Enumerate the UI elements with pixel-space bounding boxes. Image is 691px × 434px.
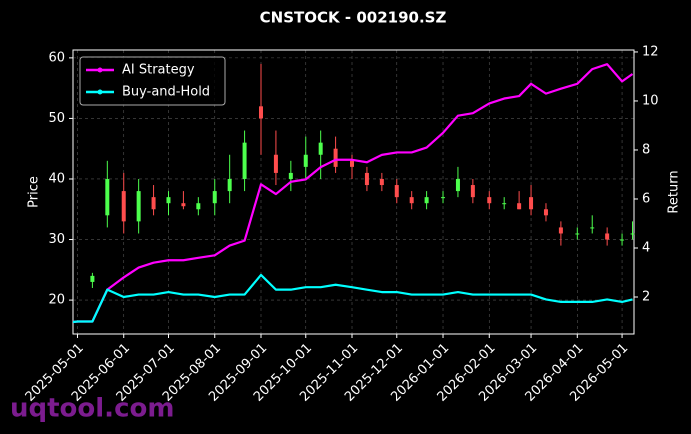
candle-body — [517, 203, 522, 210]
legend-marker — [97, 89, 103, 95]
candle-body — [136, 191, 141, 222]
candle-body — [529, 197, 534, 210]
candle-body — [90, 275, 95, 282]
candle-body — [424, 197, 429, 204]
candle-body — [379, 178, 384, 186]
legend-label: Buy-and-Hold — [122, 85, 210, 100]
candle-body — [394, 185, 399, 198]
y2-tick-label: 4 — [642, 240, 650, 255]
candle-body — [242, 142, 247, 179]
candle-body — [630, 233, 635, 235]
candle-body — [409, 197, 414, 204]
candle-body — [105, 178, 110, 216]
legend-box — [79, 56, 226, 106]
legend: AI Strategy Buy-and-Hold — [79, 56, 226, 106]
candle-body — [151, 197, 156, 210]
y2-tick-label: 12 — [642, 44, 659, 59]
watermark: uqtool.com — [10, 394, 174, 424]
candle-body — [590, 227, 595, 229]
candle-body — [288, 172, 293, 179]
candle-body — [258, 106, 263, 119]
candle-body — [364, 172, 369, 186]
chart-title: CNSTOCK - 002190.SZ — [260, 9, 447, 27]
legend-marker — [97, 67, 103, 73]
y2-tick-label: 8 — [642, 142, 650, 157]
y-tick-label: 20 — [48, 293, 65, 308]
candle-body — [543, 209, 548, 216]
return-line — [72, 63, 634, 324]
y2-tick-label: 6 — [642, 191, 650, 206]
candle-body — [605, 233, 610, 240]
y2-axis-label: Return — [667, 170, 682, 213]
candle-body — [620, 239, 625, 241]
candle-body — [558, 227, 563, 234]
candle-body — [455, 178, 460, 192]
candle-body — [227, 178, 232, 192]
candle-body — [121, 191, 126, 222]
plot-frame — [72, 49, 635, 335]
y2-tick-label: 2 — [642, 289, 650, 304]
candle-body — [212, 191, 217, 204]
return-line — [72, 273, 633, 324]
candle-body — [166, 197, 171, 204]
candle-body — [318, 142, 323, 155]
y-tick-label: 60 — [48, 50, 65, 65]
candle-body — [333, 148, 338, 167]
candle-body — [273, 154, 278, 173]
candle-body — [350, 160, 355, 167]
y2-tick-label: 10 — [642, 93, 659, 108]
candle-body — [575, 233, 580, 235]
candle-body — [181, 203, 186, 207]
y-tick-label: 30 — [48, 232, 65, 247]
candle-body — [470, 185, 475, 198]
candle-body — [487, 197, 492, 204]
legend-label: AI Strategy — [122, 63, 195, 78]
y-tick-label: 40 — [48, 171, 65, 186]
y-axis-label: Price — [27, 176, 42, 208]
candle-body — [441, 197, 446, 199]
candle-body — [303, 154, 308, 167]
candle-body — [502, 203, 507, 205]
y-tick-label: 50 — [48, 111, 65, 126]
candle-body — [196, 203, 201, 210]
